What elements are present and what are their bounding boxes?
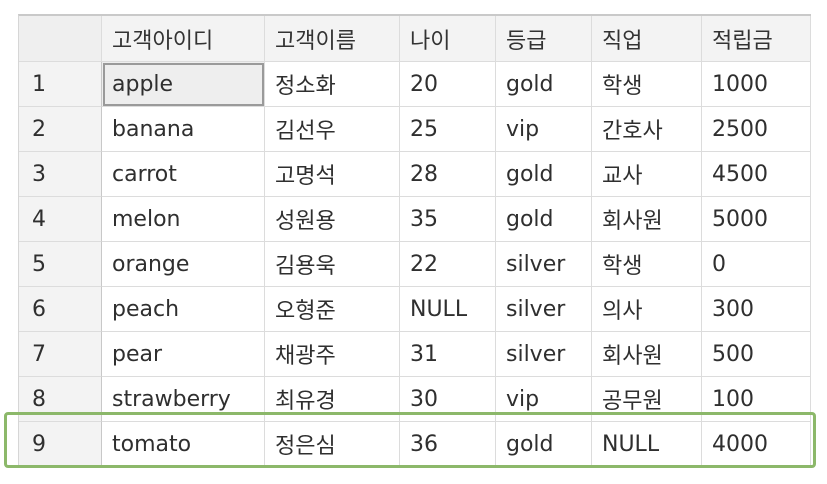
table-cell-customer-name[interactable]: 채광주 — [265, 332, 400, 377]
table-cell-age[interactable]: 25 — [400, 107, 496, 152]
column-header-grade[interactable]: 등급 — [496, 16, 592, 62]
table-cell-customer-id[interactable]: pear — [102, 332, 265, 377]
table-row: 8 strawberry 최유경 30 vip 공무원 100 — [19, 377, 811, 422]
row-number[interactable]: 2 — [19, 107, 102, 152]
table-cell-age[interactable]: 36 — [400, 422, 496, 467]
table-row: 3 carrot 고명석 28 gold 교사 4500 — [19, 152, 811, 197]
row-number[interactable]: 7 — [19, 332, 102, 377]
table-cell-customer-name[interactable]: 최유경 — [265, 377, 400, 422]
table-cell-customer-id[interactable]: apple — [102, 62, 265, 107]
table-cell-grade[interactable]: gold — [496, 197, 592, 242]
row-number[interactable]: 6 — [19, 287, 102, 332]
table-cell-customer-id[interactable]: banana — [102, 107, 265, 152]
table-row-highlighted: 9 tomato 정은심 36 gold NULL 4000 — [19, 422, 811, 467]
table-cell-customer-name[interactable]: 김선우 — [265, 107, 400, 152]
table-cell-age[interactable]: 31 — [400, 332, 496, 377]
row-number[interactable]: 8 — [19, 377, 102, 422]
table-cell-job[interactable]: 회사원 — [592, 332, 702, 377]
table-cell-customer-name[interactable]: 김용욱 — [265, 242, 400, 287]
row-number[interactable]: 3 — [19, 152, 102, 197]
header-row: 고객아이디 고객이름 나이 등급 직업 적립금 — [19, 16, 811, 62]
table-cell-job[interactable]: 교사 — [592, 152, 702, 197]
table-cell-points[interactable]: 4000 — [702, 422, 811, 467]
table-cell-age[interactable]: 28 — [400, 152, 496, 197]
table-cell-customer-name[interactable]: 오형준 — [265, 287, 400, 332]
table-cell-age[interactable]: 22 — [400, 242, 496, 287]
table-cell-grade[interactable]: gold — [496, 422, 592, 467]
table-cell-age[interactable]: 35 — [400, 197, 496, 242]
table-cell-customer-id[interactable]: orange — [102, 242, 265, 287]
row-number[interactable]: 4 — [19, 197, 102, 242]
table-cell-grade[interactable]: gold — [496, 152, 592, 197]
table-cell-grade[interactable]: vip — [496, 107, 592, 152]
table-cell-points[interactable]: 500 — [702, 332, 811, 377]
table-cell-points[interactable]: 100 — [702, 377, 811, 422]
table-cell-points[interactable]: 300 — [702, 287, 811, 332]
table-cell-job[interactable]: 공무원 — [592, 377, 702, 422]
table-cell-job[interactable]: NULL — [592, 422, 702, 467]
row-number[interactable]: 9 — [19, 422, 102, 467]
table-row: 7 pear 채광주 31 silver 회사원 500 — [19, 332, 811, 377]
table-cell-grade[interactable]: silver — [496, 287, 592, 332]
table-row: 2 banana 김선우 25 vip 간호사 2500 — [19, 107, 811, 152]
table-cell-points[interactable]: 4500 — [702, 152, 811, 197]
table-cell-customer-id[interactable]: strawberry — [102, 377, 265, 422]
table-cell-customer-id[interactable]: melon — [102, 197, 265, 242]
table-cell-customer-name[interactable]: 정은심 — [265, 422, 400, 467]
table-cell-points[interactable]: 2500 — [702, 107, 811, 152]
table-cell-job[interactable]: 회사원 — [592, 197, 702, 242]
table-cell-grade[interactable]: gold — [496, 62, 592, 107]
column-header-points[interactable]: 적립금 — [702, 16, 811, 62]
table-cell-job[interactable]: 간호사 — [592, 107, 702, 152]
column-header-customer-name[interactable]: 고객이름 — [265, 16, 400, 62]
table-cell-customer-id[interactable]: peach — [102, 287, 265, 332]
table-cell-customer-name[interactable]: 성원용 — [265, 197, 400, 242]
row-number[interactable]: 5 — [19, 242, 102, 287]
table-row: 6 peach 오형준 NULL silver 의사 300 — [19, 287, 811, 332]
table-row: 1 apple 정소화 20 gold 학생 1000 — [19, 62, 811, 107]
table-cell-customer-id[interactable]: tomato — [102, 422, 265, 467]
row-number[interactable]: 1 — [19, 62, 102, 107]
table-cell-points[interactable]: 5000 — [702, 197, 811, 242]
table-cell-grade[interactable]: silver — [496, 242, 592, 287]
table-cell-job[interactable]: 학생 — [592, 242, 702, 287]
table-cell-customer-id[interactable]: carrot — [102, 152, 265, 197]
table-cell-age[interactable]: 20 — [400, 62, 496, 107]
table-row: 5 orange 김용욱 22 silver 학생 0 — [19, 242, 811, 287]
table-cell-points[interactable]: 0 — [702, 242, 811, 287]
table-cell-customer-name[interactable]: 고명석 — [265, 152, 400, 197]
table-cell-grade[interactable]: silver — [496, 332, 592, 377]
table-cell-job[interactable]: 학생 — [592, 62, 702, 107]
column-header-age[interactable]: 나이 — [400, 16, 496, 62]
table-cell-age[interactable]: NULL — [400, 287, 496, 332]
corner-cell[interactable] — [19, 16, 102, 62]
column-header-job[interactable]: 직업 — [592, 16, 702, 62]
table-cell-customer-name[interactable]: 정소화 — [265, 62, 400, 107]
table-cell-age[interactable]: 30 — [400, 377, 496, 422]
column-header-customer-id[interactable]: 고객아이디 — [102, 16, 265, 62]
table-row: 4 melon 성원용 35 gold 회사원 5000 — [19, 197, 811, 242]
results-grid: 고객아이디 고객이름 나이 등급 직업 적립금 1 apple 정소화 20 g… — [18, 14, 811, 467]
table-cell-points[interactable]: 1000 — [702, 62, 811, 107]
table-cell-grade[interactable]: vip — [496, 377, 592, 422]
table-cell-job[interactable]: 의사 — [592, 287, 702, 332]
